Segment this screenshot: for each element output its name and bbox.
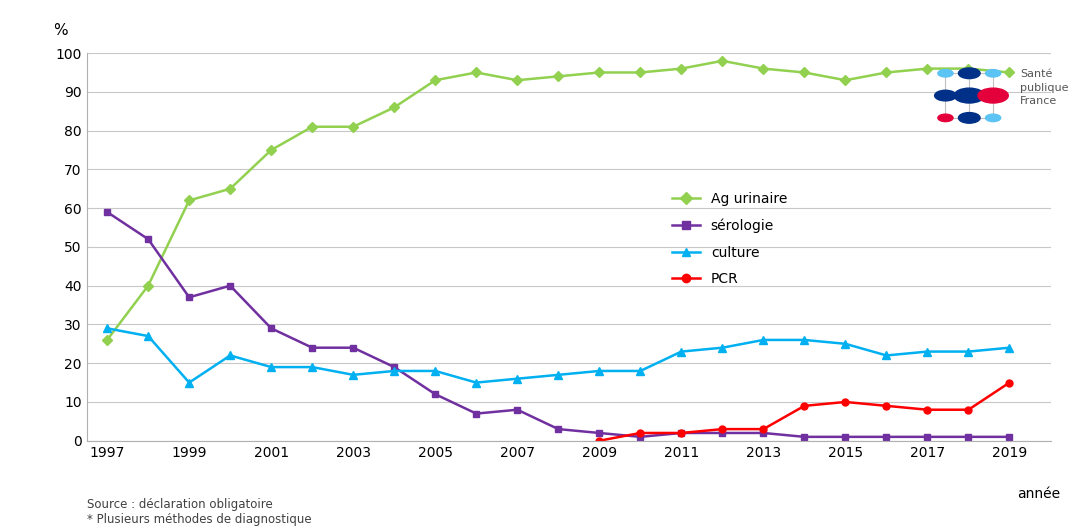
sérologie xyxy=(429,391,442,397)
culture xyxy=(264,364,277,370)
sérologie xyxy=(757,430,770,436)
Ag urinaire xyxy=(962,65,975,72)
sérologie xyxy=(224,282,237,289)
Line: culture: culture xyxy=(103,324,1014,387)
Ag urinaire xyxy=(142,282,155,289)
culture xyxy=(716,345,729,351)
Ag urinaire xyxy=(757,65,770,72)
Ag urinaire xyxy=(1003,69,1016,75)
culture xyxy=(675,348,688,355)
culture xyxy=(757,337,770,343)
PCR xyxy=(962,407,975,413)
Ag urinaire xyxy=(224,185,237,192)
sérologie xyxy=(142,236,155,242)
Line: Ag urinaire: Ag urinaire xyxy=(104,57,1013,344)
PCR xyxy=(921,407,934,413)
sérologie xyxy=(470,410,483,417)
Text: Source : déclaration obligatoire
* Plusieurs méthodes de diagnostique: Source : déclaration obligatoire * Plusi… xyxy=(87,498,311,526)
culture xyxy=(921,348,934,355)
sérologie xyxy=(101,209,114,215)
Ag urinaire xyxy=(634,69,647,75)
sérologie xyxy=(634,434,647,440)
PCR xyxy=(839,399,852,405)
PCR xyxy=(1003,379,1016,386)
culture xyxy=(592,368,605,374)
Ag urinaire xyxy=(429,77,442,83)
culture xyxy=(142,333,155,339)
Text: Santé
publique
France: Santé publique France xyxy=(1020,70,1069,106)
culture xyxy=(552,372,565,378)
Ag urinaire xyxy=(592,69,605,75)
sérologie xyxy=(880,434,893,440)
sérologie xyxy=(962,434,975,440)
culture xyxy=(839,341,852,347)
sérologie xyxy=(347,345,360,351)
sérologie xyxy=(675,430,688,436)
culture xyxy=(1003,345,1016,351)
Legend: Ag urinaire, sérologie, culture, PCR: Ag urinaire, sérologie, culture, PCR xyxy=(671,192,787,286)
Ag urinaire xyxy=(388,104,401,110)
PCR xyxy=(880,402,893,409)
PCR xyxy=(716,426,729,432)
culture xyxy=(347,372,360,378)
culture xyxy=(388,368,401,374)
sérologie xyxy=(839,434,852,440)
Ag urinaire xyxy=(921,65,934,72)
sérologie xyxy=(388,364,401,370)
Ag urinaire xyxy=(101,337,114,343)
Line: PCR: PCR xyxy=(596,379,1013,444)
PCR xyxy=(634,430,647,436)
culture xyxy=(962,348,975,355)
Ag urinaire xyxy=(552,73,565,80)
culture xyxy=(798,337,811,343)
Ag urinaire xyxy=(347,124,360,130)
Ag urinaire xyxy=(305,124,318,130)
Text: année: année xyxy=(1017,487,1060,501)
Ag urinaire xyxy=(880,69,893,75)
sérologie xyxy=(798,434,811,440)
sérologie xyxy=(183,294,196,301)
PCR xyxy=(757,426,770,432)
sérologie xyxy=(592,430,605,436)
culture xyxy=(101,325,114,331)
PCR xyxy=(592,438,605,444)
sérologie xyxy=(921,434,934,440)
Ag urinaire xyxy=(470,69,483,75)
culture xyxy=(880,352,893,358)
Ag urinaire xyxy=(183,197,196,203)
Line: sérologie: sérologie xyxy=(104,209,1013,440)
Text: %: % xyxy=(53,23,67,38)
culture xyxy=(470,379,483,386)
Ag urinaire xyxy=(839,77,852,83)
PCR xyxy=(675,430,688,436)
Ag urinaire xyxy=(675,65,688,72)
culture xyxy=(305,364,318,370)
culture xyxy=(429,368,442,374)
culture xyxy=(511,375,524,382)
culture xyxy=(183,379,196,386)
Ag urinaire xyxy=(716,58,729,64)
sérologie xyxy=(552,426,565,432)
sérologie xyxy=(264,325,277,331)
culture xyxy=(634,368,647,374)
sérologie xyxy=(511,407,524,413)
PCR xyxy=(798,402,811,409)
culture xyxy=(224,352,237,358)
Ag urinaire xyxy=(511,77,524,83)
sérologie xyxy=(716,430,729,436)
sérologie xyxy=(305,345,318,351)
Ag urinaire xyxy=(264,147,277,153)
sérologie xyxy=(1003,434,1016,440)
Ag urinaire xyxy=(798,69,811,75)
